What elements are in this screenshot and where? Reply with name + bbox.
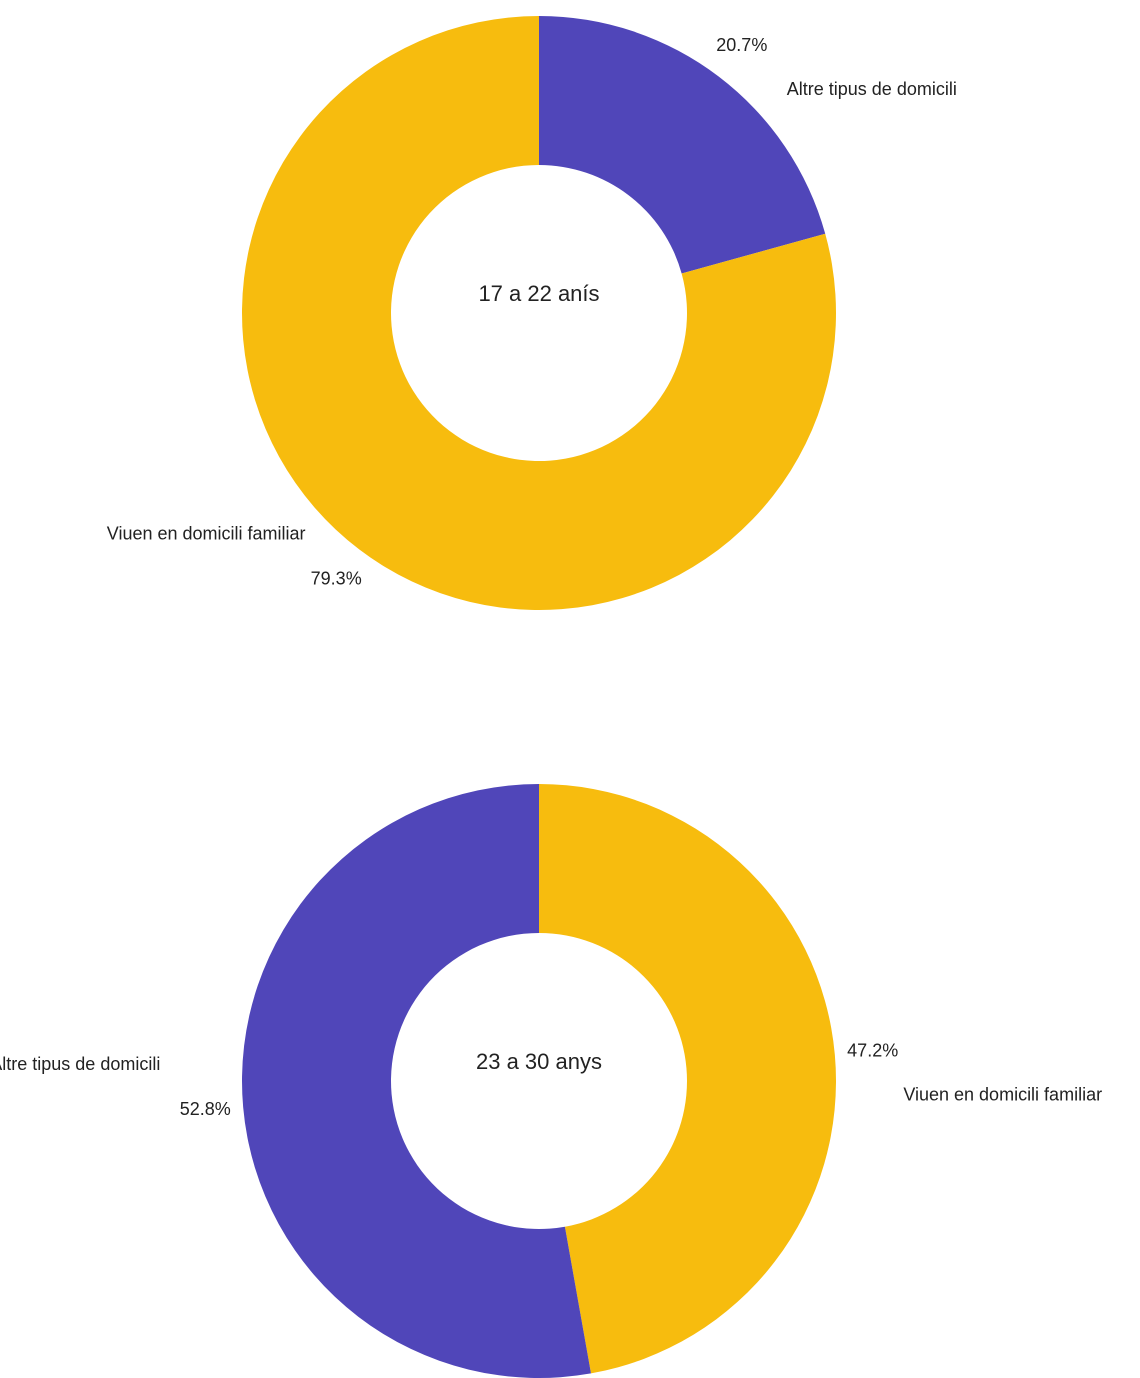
value-label: 47.2%: [847, 1040, 898, 1060]
center-label: 23 a 30 anys: [476, 1049, 602, 1074]
center-label: 17 a 22 anís: [478, 281, 599, 306]
category-label: Altre tipus de domicili: [0, 1054, 160, 1074]
category-label: Altre tipus de domicili: [787, 79, 957, 99]
value-label: 52.8%: [180, 1099, 231, 1119]
category-label: Viuen en domicili familiar: [903, 1084, 1102, 1104]
value-label: 79.3%: [311, 568, 362, 588]
slice: [242, 784, 591, 1378]
slice: [539, 784, 837, 1374]
category-label: Viuen en domicili familiar: [107, 523, 306, 543]
slice: [539, 16, 826, 274]
slice: [242, 16, 836, 610]
value-label: 20.7%: [716, 35, 767, 55]
